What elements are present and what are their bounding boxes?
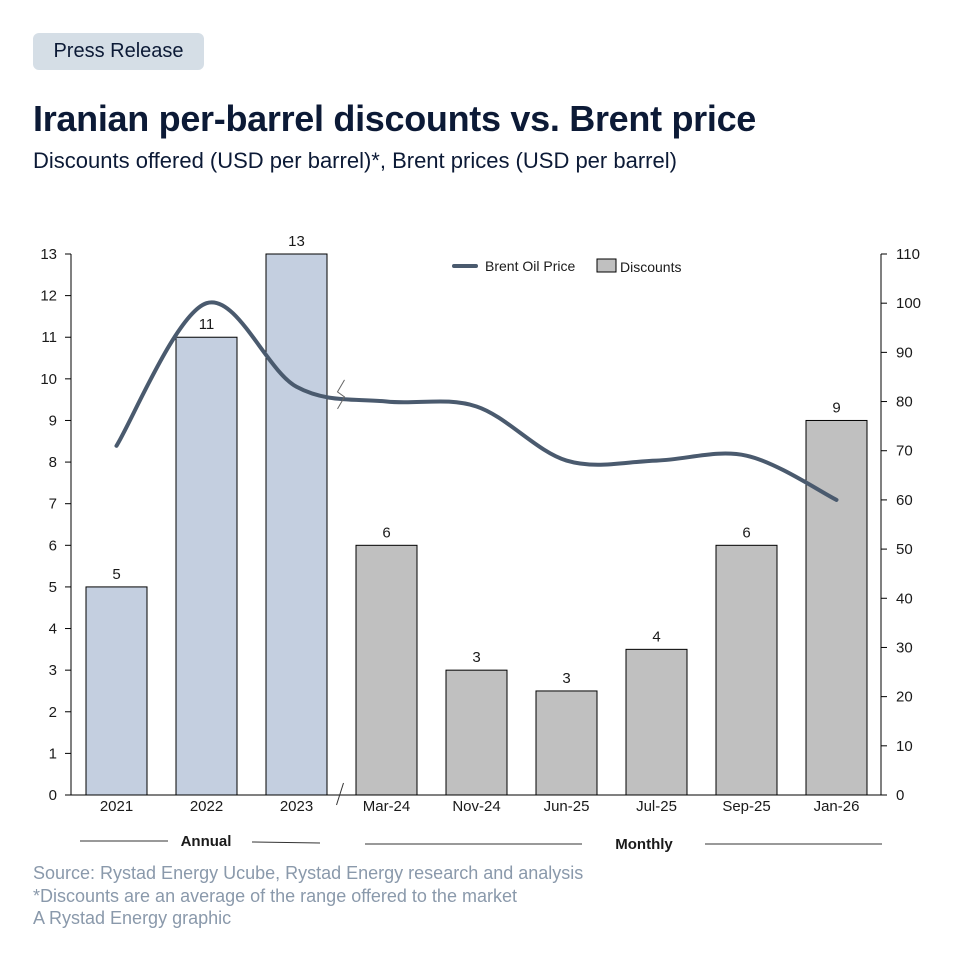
right-tick-label: 40 — [896, 590, 913, 607]
bar-label: 6 — [382, 524, 390, 541]
x-tick-label: Jul-25 — [636, 798, 677, 815]
x-tick-label: Jan-26 — [814, 798, 860, 815]
x-tick-label: Mar-24 — [363, 798, 411, 815]
legend-discounts-label: Discounts — [620, 259, 681, 275]
bar-nov-24 — [445, 669, 508, 796]
x-tick-label: 2021 — [100, 798, 133, 815]
bar-label: 4 — [652, 628, 660, 645]
left-tick-label: 3 — [49, 662, 57, 679]
right-tick-label: 30 — [896, 639, 913, 656]
bar-2022 — [175, 336, 238, 796]
bar-jan-26 — [805, 419, 868, 796]
x-tick-label: Sep-25 — [722, 798, 770, 815]
brent-line-layer — [114, 300, 839, 502]
press-release-badge: Press Release — [33, 33, 204, 70]
group-label-monthly: Monthly — [615, 836, 673, 853]
left-tick-label: 6 — [49, 537, 57, 554]
bar-label: 3 — [472, 649, 480, 666]
legend: Brent Oil Price Discounts — [452, 258, 681, 275]
x-tick-label: 2022 — [190, 798, 223, 815]
bar-jul-25 — [625, 648, 688, 796]
left-tick-label: 4 — [49, 621, 57, 638]
left-tick-label: 8 — [49, 454, 57, 471]
bar-mar-24 — [355, 544, 418, 796]
right-tick-label: 80 — [896, 394, 913, 411]
right-tick-label: 10 — [896, 738, 913, 755]
left-tick-label: 10 — [40, 371, 57, 388]
right-tick-label: 110 — [896, 246, 920, 263]
bar-value-labels: 5 11 13 6 3 3 4 6 9 — [112, 233, 840, 687]
category-groups: Annual Monthly — [80, 833, 882, 853]
x-tick-label: 2023 — [280, 798, 313, 815]
bar-label: 9 — [832, 399, 840, 416]
x-tick-label: Nov-24 — [452, 798, 500, 815]
credit-note: A Rystad Energy graphic — [33, 908, 232, 928]
source-note: Source: Rystad Energy Ucube, Rystad Ener… — [33, 863, 584, 883]
bar-label: 3 — [562, 670, 570, 687]
left-tick-label: 0 — [49, 787, 57, 804]
discount-footnote: *Discounts are an average of the range o… — [33, 885, 517, 906]
brent-price-line — [114, 300, 839, 502]
axis-break-marker — [336, 782, 344, 806]
left-tick-label: 13 — [40, 246, 57, 263]
axis-break-markers — [336, 379, 346, 806]
discount-bars — [85, 253, 868, 796]
right-tick-label: 0 — [896, 787, 904, 804]
right-tick-label: 20 — [896, 689, 913, 706]
line-break-marker — [336, 379, 346, 410]
bar-2021 — [85, 586, 148, 796]
left-tick-label: 7 — [49, 496, 57, 513]
left-tick-label: 1 — [49, 745, 57, 762]
bar-label: 5 — [112, 566, 120, 583]
chart-title: Iranian per-barrel discounts vs. Brent p… — [33, 98, 757, 139]
right-tick-label: 50 — [896, 541, 913, 558]
left-tick-label: 12 — [40, 288, 57, 305]
bar-label: 13 — [288, 233, 305, 250]
legend-brent-label: Brent Oil Price — [485, 258, 575, 274]
legend-bar-swatch — [596, 258, 617, 273]
left-tick-label: 11 — [41, 329, 57, 346]
left-tick-label: 9 — [49, 412, 57, 429]
footer: Source: Rystad Energy Ucube, Rystad Ener… — [33, 862, 583, 930]
annual-bracket-right — [251, 841, 321, 844]
right-tick-label: 100 — [896, 295, 921, 312]
bar-2023 — [265, 253, 328, 796]
x-axis-labels: 2021 2022 2023 Mar-24 Nov-24 Jun-25 Jul-25 Sep-… — [100, 798, 860, 815]
left-tick-label: 2 — [49, 704, 57, 721]
x-tick-label: Jun-25 — [544, 798, 590, 815]
bar-sep-25 — [715, 544, 778, 796]
right-tick-label: 70 — [896, 443, 913, 460]
left-tick-label: 5 — [49, 579, 57, 596]
bar-label: 11 — [199, 316, 215, 333]
right-tick-label: 60 — [896, 492, 913, 509]
bar-label: 6 — [742, 524, 750, 541]
right-tick-label: 90 — [896, 344, 913, 361]
bar-jun-25 — [535, 690, 598, 796]
chart-subtitle: Discounts offered (USD per barrel)*, Bre… — [33, 148, 677, 173]
group-label-annual: Annual — [181, 833, 232, 850]
right-y-axis: 0 10 20 30 40 50 60 70 80 90 100 110 — [880, 246, 921, 804]
